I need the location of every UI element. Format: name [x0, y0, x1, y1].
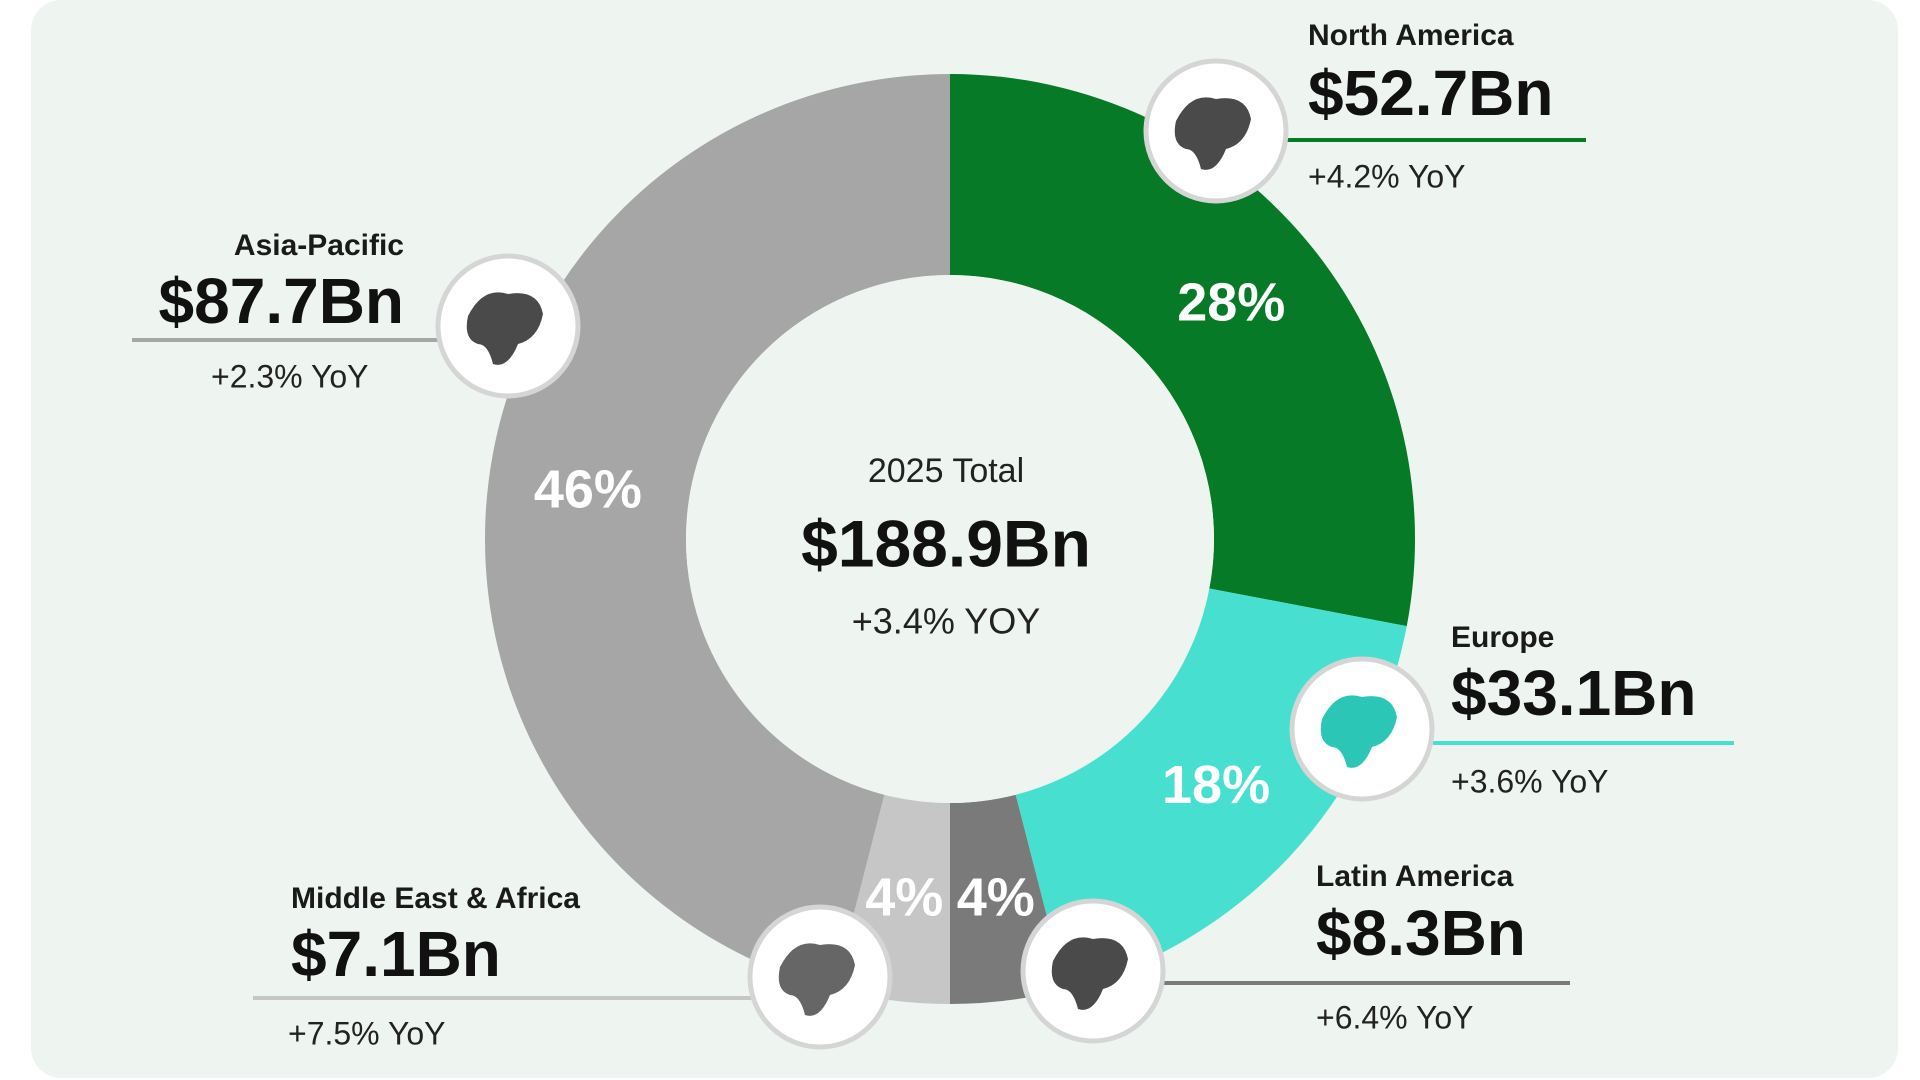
slice-percent: 4%: [865, 867, 943, 927]
region-name: Asia-Pacific: [234, 229, 404, 262]
donut-hole: [686, 275, 1214, 803]
slice: [950, 74, 1415, 627]
center-title: 2025 Total: [868, 452, 1024, 490]
region-amount: $8.3Bn: [1316, 897, 1526, 969]
region-icon-shape: [466, 292, 543, 365]
region-yoy: +2.3% YoY: [211, 358, 368, 394]
region-yoy: +7.5% YoY: [288, 1015, 445, 1051]
region-icon-shape: [1320, 695, 1397, 768]
region-yoy: +3.6% YoY: [1451, 763, 1608, 799]
region-icon-shape: [778, 943, 855, 1016]
region-icon-shape: [1174, 97, 1251, 170]
region-labels: 28% North America $52.7Bn +4.2% YoY 18% Europ…: [132, 19, 1734, 1051]
region-amount: $52.7Bn: [1308, 57, 1553, 129]
region-amount: $87.7Bn: [159, 265, 404, 337]
region-yoy: +6.4% YoY: [1316, 999, 1473, 1035]
region-name: Latin America: [1316, 860, 1514, 893]
region-name: Europe: [1451, 621, 1554, 654]
region-yoy: +4.2% YoY: [1308, 158, 1465, 194]
region-amount: $33.1Bn: [1451, 657, 1696, 729]
slice-percent: 46%: [534, 460, 642, 520]
slice-percent: 28%: [1177, 273, 1285, 333]
region-name: North America: [1308, 19, 1514, 52]
region-amount: $7.1Bn: [291, 918, 501, 990]
region-name: Middle East & Africa: [291, 882, 580, 915]
region-icon-shape: [1051, 937, 1128, 1010]
center-value: $188.9Bn: [801, 506, 1091, 580]
center-yoy: +3.4% YOY: [852, 601, 1040, 642]
slice: [484, 74, 950, 990]
slice-percent: 4%: [957, 867, 1035, 927]
slice-percent: 18%: [1162, 755, 1270, 815]
